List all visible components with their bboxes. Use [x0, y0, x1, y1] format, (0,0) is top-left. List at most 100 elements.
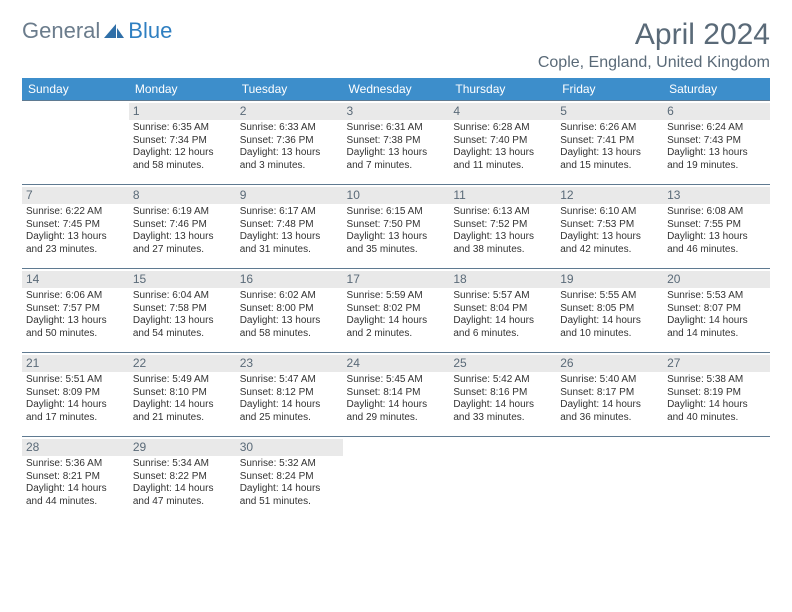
day-number: 20 — [663, 271, 770, 288]
detail-d2: and 35 minutes. — [347, 244, 446, 257]
day-number: 24 — [343, 355, 450, 372]
detail-d1: Daylight: 14 hours — [133, 399, 232, 412]
logo-sail-icon — [102, 22, 126, 40]
detail-d1: Daylight: 14 hours — [347, 399, 446, 412]
detail-d2: and 25 minutes. — [240, 412, 339, 425]
calendar-cell: 1Sunrise: 6:35 AMSunset: 7:34 PMDaylight… — [129, 101, 236, 185]
detail-ss: Sunset: 7:52 PM — [453, 219, 552, 232]
detail-ss: Sunset: 7:36 PM — [240, 135, 339, 148]
detail-d1: Daylight: 13 hours — [240, 315, 339, 328]
calendar-week-row: 1Sunrise: 6:35 AMSunset: 7:34 PMDaylight… — [22, 101, 770, 185]
day-details: Sunrise: 5:47 AMSunset: 8:12 PMDaylight:… — [240, 374, 339, 424]
detail-sr: Sunrise: 6:02 AM — [240, 290, 339, 303]
detail-sr: Sunrise: 5:51 AM — [26, 374, 125, 387]
day-number: 1 — [129, 103, 236, 120]
day-number: 29 — [129, 439, 236, 456]
detail-d1: Daylight: 13 hours — [240, 147, 339, 160]
calendar-cell — [22, 101, 129, 185]
calendar-cell: 29 Sunrise: 5:34 AMSunset: 8:22 PMDayligh… — [129, 437, 236, 521]
calendar-cell: 9Sunrise: 6:17 AMSunset: 7:48 PMDaylight… — [236, 185, 343, 269]
detail-d1: Daylight: 13 hours — [560, 147, 659, 160]
day-number: 30 — [236, 439, 343, 456]
detail-ss: Sunset: 8:10 PM — [133, 387, 232, 400]
day-details: Sunrise: 6:24 AMSunset: 7:43 PMDaylight:… — [667, 122, 766, 172]
detail-ss: Sunset: 7:48 PM — [240, 219, 339, 232]
calendar-body: 1Sunrise: 6:35 AMSunset: 7:34 PMDaylight… — [22, 101, 770, 521]
calendar-cell: 23Sunrise: 5:47 AMSunset: 8:12 PMDayligh… — [236, 353, 343, 437]
detail-d1: Daylight: 13 hours — [667, 147, 766, 160]
detail-sr: Sunrise: 5:45 AM — [347, 374, 446, 387]
calendar-cell: 8Sunrise: 6:19 AMSunset: 7:46 PMDaylight… — [129, 185, 236, 269]
title-block: April 2024 Cople, England, United Kingdo… — [538, 18, 770, 72]
dow-wednesday: Wednesday — [343, 78, 450, 101]
detail-ss: Sunset: 7:43 PM — [667, 135, 766, 148]
day-details: Sunrise: 6:13 AMSunset: 7:52 PMDaylight:… — [453, 206, 552, 256]
calendar-cell — [343, 437, 450, 521]
detail-d1: Daylight: 13 hours — [560, 231, 659, 244]
calendar-cell: 11Sunrise: 6:13 AMSunset: 7:52 PMDayligh… — [449, 185, 556, 269]
detail-sr: Sunrise: 5:53 AM — [667, 290, 766, 303]
day-details: Sunrise: 5:42 AMSunset: 8:16 PMDaylight:… — [453, 374, 552, 424]
day-number: 25 — [449, 355, 556, 372]
detail-d2: and 51 minutes. — [240, 496, 339, 509]
day-number: 4 — [449, 103, 556, 120]
detail-d2: and 15 minutes. — [560, 160, 659, 173]
calendar-cell — [663, 437, 770, 521]
day-details: Sunrise: 5:55 AMSunset: 8:05 PMDaylight:… — [560, 290, 659, 340]
detail-d1: Daylight: 13 hours — [453, 231, 552, 244]
day-number: 22 — [129, 355, 236, 372]
dow-friday: Friday — [556, 78, 663, 101]
day-details: Sunrise: 6:26 AMSunset: 7:41 PMDaylight:… — [560, 122, 659, 172]
detail-d1: Daylight: 13 hours — [133, 231, 232, 244]
detail-ss: Sunset: 7:50 PM — [347, 219, 446, 232]
day-details: Sunrise: 6:10 AMSunset: 7:53 PMDaylight:… — [560, 206, 659, 256]
detail-d1: Daylight: 13 hours — [347, 231, 446, 244]
dow-tuesday: Tuesday — [236, 78, 343, 101]
calendar-cell: 24 Sunrise: 5:45 AMSunset: 8:14 PMDayligh… — [343, 353, 450, 437]
detail-sr: Sunrise: 6:10 AM — [560, 206, 659, 219]
detail-ss: Sunset: 8:05 PM — [560, 303, 659, 316]
detail-sr: Sunrise: 6:15 AM — [347, 206, 446, 219]
calendar-cell: 5Sunrise: 6:26 AMSunset: 7:41 PMDaylight… — [556, 101, 663, 185]
detail-d1: Daylight: 14 hours — [240, 399, 339, 412]
day-details: Sunrise: 5:38 AMSunset: 8:19 PMDaylight:… — [667, 374, 766, 424]
detail-d2: and 19 minutes. — [667, 160, 766, 173]
calendar-week-row: 28Sunrise: 5:36 AMSunset: 8:21 PMDayligh… — [22, 437, 770, 521]
day-number: 8 — [129, 187, 236, 204]
calendar-cell — [449, 437, 556, 521]
calendar-cell: 19Sunrise: 5:55 AMSunset: 8:05 PMDayligh… — [556, 269, 663, 353]
detail-ss: Sunset: 7:58 PM — [133, 303, 232, 316]
day-details: Sunrise: 6:33 AMSunset: 7:36 PMDaylight:… — [240, 122, 339, 172]
detail-ss: Sunset: 7:38 PM — [347, 135, 446, 148]
day-details: Sunrise: 6:04 AMSunset: 7:58 PMDaylight:… — [133, 290, 232, 340]
day-details: Sunrise: 5:34 AMSunset: 8:22 PMDaylight:… — [133, 458, 232, 508]
detail-ss: Sunset: 8:16 PM — [453, 387, 552, 400]
day-number: 27 — [663, 355, 770, 372]
detail-d2: and 58 minutes. — [133, 160, 232, 173]
detail-d1: Daylight: 14 hours — [667, 315, 766, 328]
detail-sr: Sunrise: 5:59 AM — [347, 290, 446, 303]
calendar-cell: 22Sunrise: 5:49 AMSunset: 8:10 PMDayligh… — [129, 353, 236, 437]
day-number: 7 — [22, 187, 129, 204]
day-number: 12 — [556, 187, 663, 204]
detail-d2: and 54 minutes. — [133, 328, 232, 341]
day-number: 14 — [22, 271, 129, 288]
dow-sunday: Sunday — [22, 78, 129, 101]
month-title: April 2024 — [538, 18, 770, 52]
detail-ss: Sunset: 8:14 PM — [347, 387, 446, 400]
detail-sr: Sunrise: 6:08 AM — [667, 206, 766, 219]
detail-d2: and 10 minutes. — [560, 328, 659, 341]
day-number: 6 — [663, 103, 770, 120]
detail-d1: Daylight: 12 hours — [133, 147, 232, 160]
detail-ss: Sunset: 7:57 PM — [26, 303, 125, 316]
day-number: 15 — [129, 271, 236, 288]
detail-d1: Daylight: 14 hours — [240, 483, 339, 496]
calendar-cell: 2Sunrise: 6:33 AMSunset: 7:36 PMDaylight… — [236, 101, 343, 185]
calendar-cell: 17Sunrise: 5:59 AMSunset: 8:02 PMDayligh… — [343, 269, 450, 353]
calendar-cell: 7Sunrise: 6:22 AMSunset: 7:45 PMDaylight… — [22, 185, 129, 269]
detail-d2: and 58 minutes. — [240, 328, 339, 341]
day-details: Sunrise: 6:31 AMSunset: 7:38 PMDaylight:… — [347, 122, 446, 172]
detail-d2: and 50 minutes. — [26, 328, 125, 341]
detail-ss: Sunset: 8:09 PM — [26, 387, 125, 400]
detail-d2: and 31 minutes. — [240, 244, 339, 257]
